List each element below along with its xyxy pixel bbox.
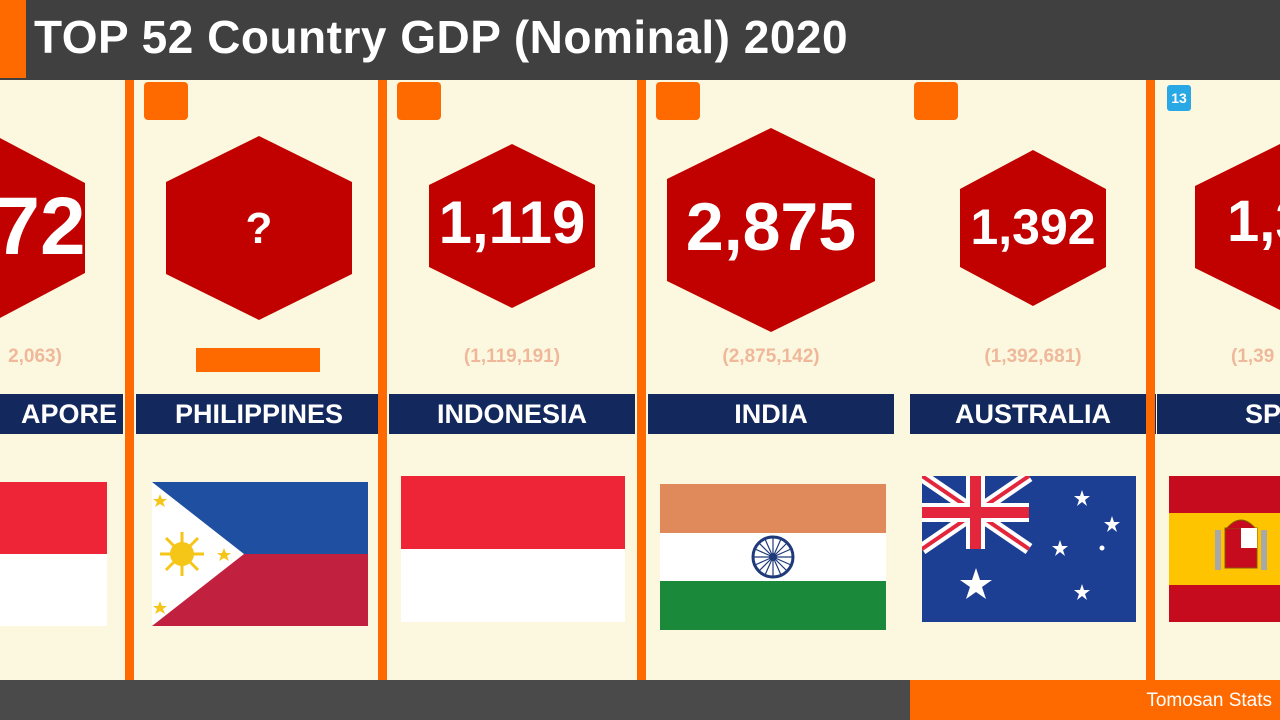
- gdp-hexagon: [0, 138, 85, 318]
- country-name: INDIA: [648, 394, 894, 434]
- gdp-value: 1,3: [1227, 189, 1280, 254]
- country-name: APORE: [0, 394, 123, 434]
- card-separator: [125, 80, 134, 680]
- gdp-value: 2,875: [685, 189, 857, 265]
- country-card-singapore: 72 2,063) APORE: [0, 80, 125, 680]
- ranking-stage: 72 2,063) APORE ? PHILIPPINES: [0, 80, 1280, 680]
- gdp-full-value: (2,875,142): [722, 346, 820, 367]
- country-card-australia: 1,392 (1,392,681) AUSTRALIA: [908, 80, 1158, 680]
- rank-badge: [656, 82, 700, 120]
- gdp-full-value: (1,119,191): [463, 346, 561, 367]
- rank-badge: 13: [1167, 85, 1191, 111]
- channel-credit: Tomosan Stats: [1146, 690, 1272, 711]
- card-separator: [637, 80, 646, 680]
- country-card-philippines: ? PHILIPPINES: [134, 80, 384, 680]
- country-name: PHILIPPINES: [136, 394, 382, 434]
- footer-accent: [910, 680, 1280, 720]
- gdp-value-unknown: ?: [245, 204, 273, 253]
- rank-badge: [397, 82, 441, 120]
- gdp-full-value: 2,063): [8, 346, 62, 367]
- philippines-flag: [152, 482, 368, 626]
- country-name: SPA: [1157, 394, 1280, 434]
- card-separator: [1146, 80, 1155, 680]
- country-name: AUSTRALIA: [910, 394, 1156, 434]
- rank-badge: [144, 82, 188, 120]
- singapore-flag: [0, 482, 107, 626]
- india-flag: [660, 484, 886, 630]
- page-title: TOP 52 Country GDP (Nominal) 2020: [34, 11, 849, 63]
- country-card-indonesia: 1,119 (1,119,191) INDONESIA: [387, 80, 637, 680]
- progress-bar: [196, 348, 320, 372]
- country-name: INDONESIA: [389, 394, 635, 434]
- gdp-value: 1,392: [970, 199, 1096, 255]
- card-separator: [378, 80, 387, 680]
- gdp-hexagon: [960, 150, 1106, 306]
- australia-flag: [918, 471, 1136, 622]
- gdp-hexagon: [166, 136, 352, 320]
- gdp-hexagon: [1195, 144, 1280, 310]
- spain-flag: [1169, 476, 1280, 622]
- gdp-full-value: (1,392,681): [984, 346, 1082, 367]
- country-card-india: 2,875 (2,875,142) INDIA: [646, 80, 896, 680]
- gdp-value: 72: [0, 181, 86, 272]
- indonesia-flag: [401, 476, 625, 622]
- gdp-hexagon: [667, 128, 875, 332]
- gdp-full-value: (1,39: [1231, 346, 1275, 367]
- footer-bar: [0, 680, 910, 720]
- gdp-value: 1,119: [438, 189, 586, 256]
- title-bar: TOP 52 Country GDP (Nominal) 2020: [0, 0, 1280, 80]
- country-card-spain: 13 1,3 (1,39 SPA: [1155, 80, 1280, 680]
- rank-badge: [914, 82, 958, 120]
- gdp-hexagon: [429, 144, 595, 308]
- title-accent: [0, 0, 26, 78]
